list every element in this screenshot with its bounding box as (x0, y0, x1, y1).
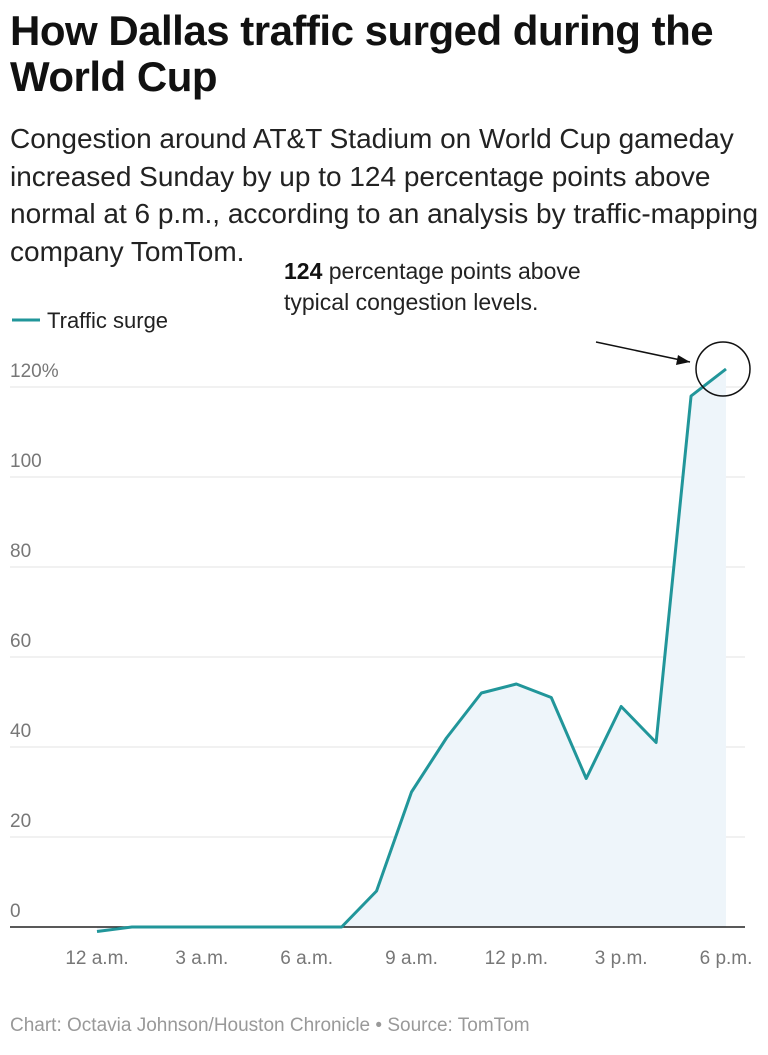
x-tick-label: 3 a.m. (175, 948, 228, 969)
footer: Chart: Octavia Johnson/Houston Chronicle… (10, 1015, 530, 1036)
chart-title: How Dallas traffic surged during the Wor… (10, 7, 714, 100)
arrow-head (676, 355, 690, 365)
annotation-arrow (595, 341, 691, 363)
chart-subtitle: Congestion around AT&T Stadium on World … (10, 123, 759, 267)
annotation-text: percentage points above typical congesti… (284, 258, 581, 315)
y-tick-label: 40 (10, 721, 31, 742)
y-tick-label: 60 (10, 631, 31, 652)
y-tick-label: 100 (10, 451, 42, 472)
x-tick-label: 12 p.m. (485, 948, 548, 969)
x-tick-label: 6 p.m. (700, 948, 753, 969)
legend-label: Traffic surge (47, 308, 168, 333)
chart: 0 20 40 60 80 100 120% 12 a.m. 3 a.m. 6 a.m. 9 a.m… (10, 308, 753, 969)
y-tick-label: 80 (10, 541, 31, 562)
y-tick-label: 120% (10, 361, 59, 382)
x-tick-label: 12 a.m. (65, 948, 128, 969)
x-tick-label: 3 p.m. (595, 948, 648, 969)
y-tick-label: 20 (10, 811, 31, 832)
annotation: 124 percentage points above typical cong… (284, 256, 604, 318)
annotation-circle (695, 341, 751, 397)
x-tick-label: 9 a.m. (385, 948, 438, 969)
area (97, 369, 726, 932)
y-tick-label: 0 (10, 901, 21, 922)
x-tick-label: 6 a.m. (280, 948, 333, 969)
annotation-value: 124 (284, 258, 323, 284)
line (96, 367, 727, 933)
